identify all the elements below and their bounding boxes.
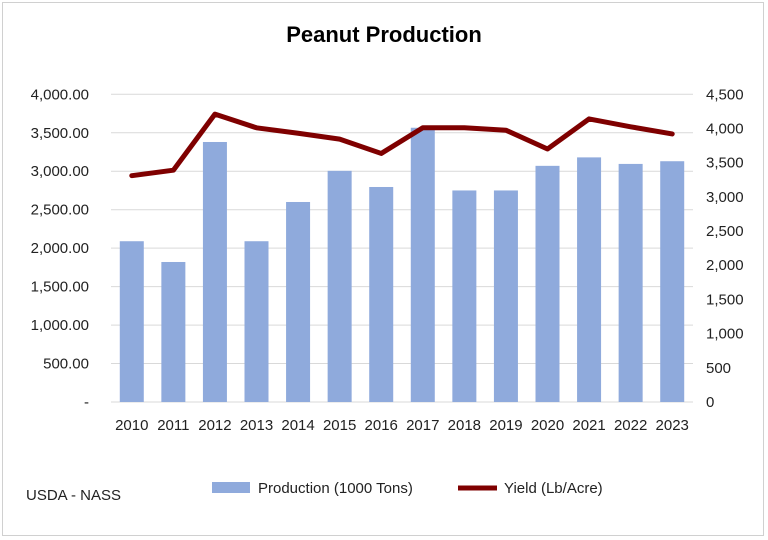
bar-2022 xyxy=(618,163,643,402)
right-tick-label: 1,500 xyxy=(706,291,744,308)
bar-2015 xyxy=(327,170,352,402)
bar-2021 xyxy=(577,157,602,402)
right-tick-label: 3,000 xyxy=(706,189,744,206)
left-tick-label: 3,000.00 xyxy=(31,163,89,180)
right-tick-label: 500 xyxy=(706,360,731,377)
x-tick-label: 2018 xyxy=(448,417,481,434)
bar-2023 xyxy=(660,161,685,402)
right-tick-label: 4,000 xyxy=(706,120,744,137)
bar-2014 xyxy=(286,201,311,402)
left-tick-label: 1,000.00 xyxy=(31,317,89,334)
chart-title: Peanut Production xyxy=(286,22,482,47)
right-tick-label: 1,000 xyxy=(706,326,744,343)
right-tick-label: 3,500 xyxy=(706,155,744,172)
left-tick-label: 2,500.00 xyxy=(31,202,89,219)
left-tick-label: 3,500.00 xyxy=(31,125,89,142)
bar-2013 xyxy=(244,241,269,402)
x-tick-label: 2021 xyxy=(572,417,605,434)
x-tick-label: 2014 xyxy=(281,417,314,434)
x-tick-label: 2010 xyxy=(115,417,148,434)
x-tick-label: 2017 xyxy=(406,417,439,434)
legend-swatch-production xyxy=(212,482,250,493)
left-tick-label: 4,000.00 xyxy=(31,86,89,103)
bar-2011 xyxy=(161,261,186,402)
x-tick-label: 2020 xyxy=(531,417,564,434)
bar-2016 xyxy=(369,186,394,402)
bar-2017 xyxy=(410,127,435,402)
right-tick-label: 4,500 xyxy=(706,86,744,103)
x-tick-label: 2016 xyxy=(365,417,398,434)
right-tick-label: 2,000 xyxy=(706,257,744,274)
right-tick-label: 2,500 xyxy=(706,223,744,240)
x-tick-label: 2015 xyxy=(323,417,356,434)
bar-2019 xyxy=(493,190,518,402)
x-tick-label: 2022 xyxy=(614,417,647,434)
bar-2012 xyxy=(202,141,227,402)
x-tick-label: 2013 xyxy=(240,417,273,434)
x-tick-label: 2019 xyxy=(489,417,522,434)
source-note: USDA - NASS xyxy=(26,487,121,504)
legend-label-production: Production (1000 Tons) xyxy=(258,480,413,497)
left-tick-label: - xyxy=(84,394,89,411)
bar-2018 xyxy=(452,190,477,402)
x-tick-label: 2012 xyxy=(198,417,231,434)
left-tick-label: 2,000.00 xyxy=(31,240,89,257)
yield-line xyxy=(129,111,675,179)
legend-label-yield: Yield (Lb/Acre) xyxy=(504,480,603,497)
left-tick-label: 1,500.00 xyxy=(31,279,89,296)
x-tick-label: 2011 xyxy=(157,417,189,434)
left-tick-label: 500.00 xyxy=(43,356,89,373)
bar-2020 xyxy=(535,165,560,402)
right-tick-label: 0 xyxy=(706,394,714,411)
bar-2010 xyxy=(119,241,144,402)
x-tick-label: 2023 xyxy=(656,417,689,434)
